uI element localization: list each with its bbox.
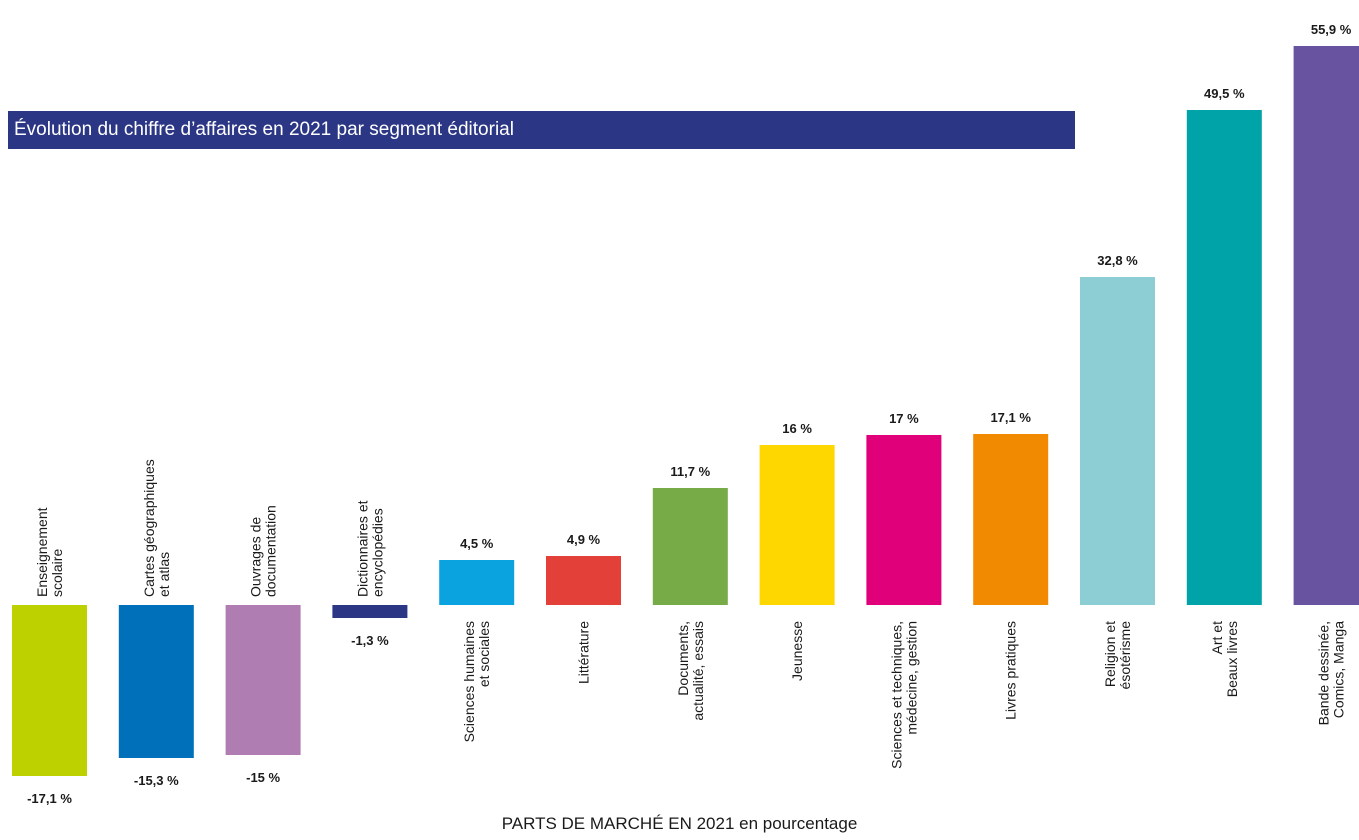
category-label-4: Sciences humaineset sociales: [461, 621, 492, 742]
value-label-5: 4,9 %: [567, 532, 601, 547]
value-label-3: -1,3 %: [351, 633, 389, 648]
value-label-9: 17,1 %: [990, 410, 1031, 425]
category-label-1: Cartes géographiqueset atlas: [141, 459, 172, 597]
bar-0: [12, 605, 87, 776]
title-band: [8, 111, 1075, 149]
value-label-8: 17 %: [889, 411, 919, 426]
value-label-11: 49,5 %: [1204, 86, 1245, 101]
category-label-3: Dictionnaires etencyclopédies: [354, 500, 385, 597]
value-label-10: 32,8 %: [1097, 253, 1138, 268]
bar-2: [225, 605, 301, 755]
bar-9: [973, 434, 1049, 605]
bar-1: [118, 605, 194, 758]
category-label-9: Livres pratiques: [1003, 621, 1019, 720]
value-label-7: 16 %: [782, 421, 812, 436]
bar-3: [332, 605, 408, 618]
x-axis-label: PARTS DE MARCHÉ EN 2021 en pourcentage: [501, 814, 858, 833]
bar-12: [1293, 46, 1359, 605]
category-label-12: Bande dessinée,Comics, Manga: [1316, 621, 1347, 726]
category-label-6: Documents,actualité, essais: [675, 621, 706, 721]
value-label-1: -15,3 %: [134, 773, 179, 788]
category-label-7: Jeunesse: [789, 621, 805, 681]
category-label-0: Enseignementscolaire: [34, 507, 65, 597]
value-label-12: 55,9 %: [1311, 22, 1352, 37]
category-label-5: Littérature: [576, 621, 592, 684]
value-label-0: -17,1 %: [27, 791, 72, 806]
bar-8: [866, 435, 942, 605]
value-labels-group: -17,1 % -15,3 % -15 % -1,3 % 4,5 % 4,9 % 11,7 …: [27, 22, 1352, 806]
bar-7: [759, 445, 835, 605]
category-label-10: Religion etésotérisme: [1102, 621, 1133, 690]
bar-11: [1186, 110, 1262, 605]
bar-5: [546, 556, 621, 605]
category-label-11: Art etBeaux livres: [1209, 621, 1240, 697]
bar-6: [652, 488, 728, 605]
value-label-4: 4,5 %: [460, 536, 494, 551]
chart-title: Évolution du chiffre d’affaires en 2021 …: [14, 119, 514, 140]
category-label-2: Ouvrages dedocumentation: [248, 505, 279, 597]
category-labels-group: Enseignementscolaire Cartes géographiques…: [34, 459, 1347, 769]
category-label-8: Sciences et techniques,médecine, gestion: [888, 621, 919, 769]
bar-4: [439, 560, 515, 605]
bars-group: [12, 46, 1359, 776]
bar-10: [1080, 277, 1155, 605]
value-label-2: -15 %: [246, 770, 280, 785]
value-label-6: 11,7 %: [670, 464, 710, 479]
